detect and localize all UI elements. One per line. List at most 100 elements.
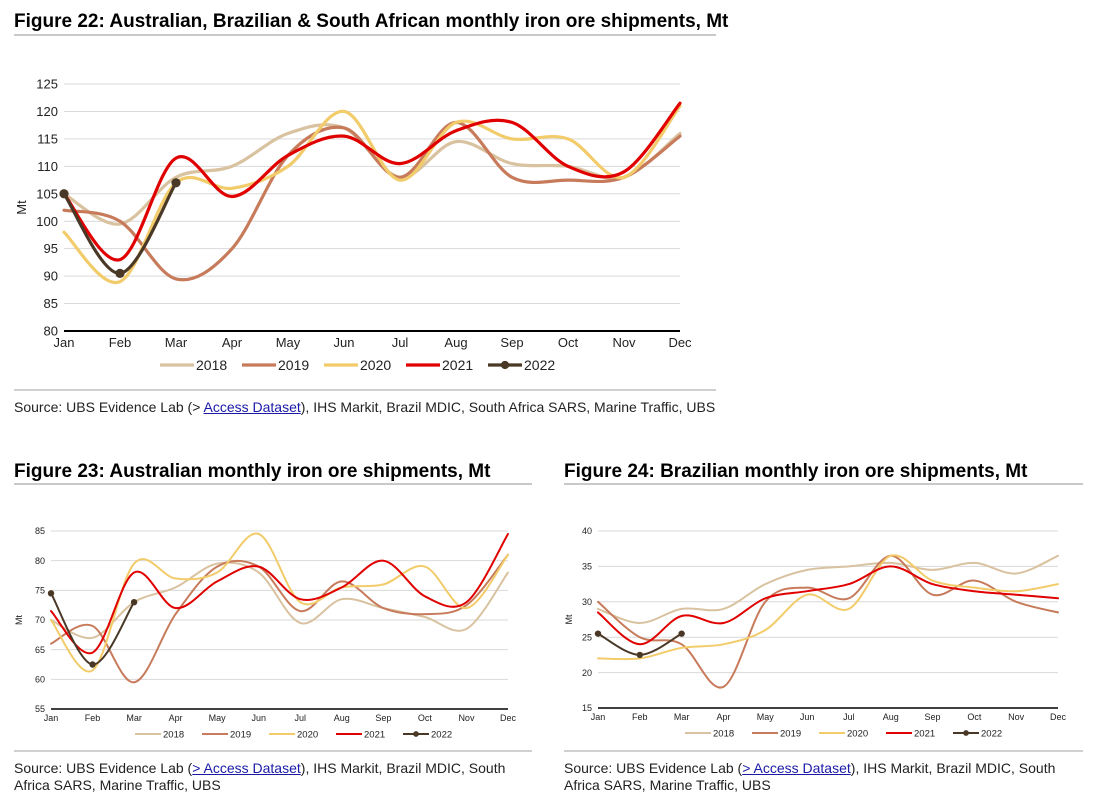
fig23-series-line-2019 — [50, 553, 509, 684]
fig22-ytick-label-90: 90 — [44, 269, 58, 284]
fig22-xtick-label-feb: Feb — [109, 335, 131, 350]
fig22-ytick-label-115: 115 — [37, 131, 58, 146]
fig23-xtick-label-may: May — [209, 713, 227, 723]
fig24-xtick-label-jan: Jan — [591, 712, 606, 722]
fig23-xtick-label-sep: Sep — [375, 713, 391, 723]
figure-24-source-rule — [564, 750, 1083, 752]
fig24-ytick-label-25: 25 — [582, 632, 592, 642]
fig23-ytick-label-55: 55 — [35, 704, 45, 714]
fig22-xtick-label-dec: Dec — [668, 335, 692, 350]
fig23-xtick-label-apr: Apr — [169, 713, 183, 723]
fig24-ytick-label-20: 20 — [582, 668, 592, 678]
fig23-legend-label-2021: 2021 — [364, 729, 385, 740]
fig24-xtick-label-apr: Apr — [716, 712, 730, 722]
fig23-ytick-label-65: 65 — [35, 645, 45, 655]
fig24-series-line-2020 — [597, 554, 1059, 661]
fig22-ytick-label-100: 100 — [36, 214, 58, 229]
fig22-series-line-2020 — [62, 104, 682, 285]
fig24-xtick-label-oct: Oct — [967, 712, 982, 722]
figure-24-source: Source: UBS Evidence Lab (> Access Datas… — [564, 760, 1090, 794]
fig23-ytick-label-60: 60 — [35, 674, 45, 684]
fig23-point-2022-jan — [47, 590, 55, 597]
fig22-point-2022-feb — [115, 268, 125, 278]
fig24-xtick-label-may: May — [757, 712, 775, 722]
figure-22-access-dataset-link[interactable]: Access Dataset — [203, 399, 301, 415]
figure-22-title-rule — [14, 34, 716, 36]
figure-23-source-rule — [14, 750, 532, 752]
fig22-xtick-label-apr: Apr — [222, 335, 243, 350]
fig24-legend-label-2022: 2022 — [981, 728, 1002, 739]
fig22-point-2022-mar — [171, 178, 181, 188]
fig22-xtick-label-jun: Jun — [334, 335, 355, 350]
fig23-legend-label-2018: 2018 — [163, 729, 184, 740]
figure-23-source: Source: UBS Evidence Lab (> Access Datas… — [14, 760, 540, 794]
figure-24-title: Figure 24: Brazilian monthly iron ore sh… — [564, 461, 1028, 482]
fig22-ytick-label-125: 125 — [36, 77, 58, 92]
fig22-y-axis-label: Mt — [14, 200, 29, 215]
fig22-ytick-label-95: 95 — [44, 241, 58, 256]
figure-23-title: Figure 23: Australian monthly iron ore s… — [14, 461, 491, 482]
fig22-series-line-2021 — [62, 101, 682, 262]
fig24-series-line-2019 — [597, 554, 1059, 689]
fig24-xtick-label-aug: Aug — [883, 712, 899, 722]
fig22-xtick-label-jan: Jan — [54, 335, 75, 350]
figure-24-title-rule — [564, 483, 1083, 485]
fig23-xtick-label-feb: Feb — [85, 713, 101, 723]
fig22-ytick-label-85: 85 — [44, 296, 58, 311]
figure-24-source-prefix: Source: UBS Evidence Lab ( — [564, 760, 743, 776]
fig22-ytick-label-120: 120 — [36, 104, 58, 119]
fig24-series-line-2021 — [597, 565, 1059, 646]
figure-23-chart: 55 60 65 70 75 80 85 Jan Feb Mar Apr May Jun Jul Aug Se… — [14, 526, 516, 740]
fig23-xtick-label-jul: Jul — [295, 713, 307, 723]
fig24-xtick-label-mar: Mar — [674, 712, 690, 722]
fig24-y-axis-label: Mt — [564, 614, 574, 624]
fig22-xtick-label-sep: Sep — [500, 335, 523, 350]
fig22-ytick-label-80: 80 — [44, 324, 58, 339]
fig22-legend-label-2021: 2021 — [442, 357, 473, 373]
fig23-legend-marker-2022 — [413, 731, 419, 737]
fig22-point-2022-jan — [59, 189, 69, 199]
fig22-legend-marker-2022 — [500, 360, 510, 370]
fig23-legend-label-2019: 2019 — [230, 729, 251, 740]
fig22-legend-label-2020: 2020 — [360, 357, 391, 373]
fig23-point-2022-feb — [89, 661, 96, 668]
fig24-legend-marker-2022 — [963, 730, 969, 736]
fig23-xtick-label-oct: Oct — [418, 713, 433, 723]
fig22-xtick-label-aug: Aug — [444, 335, 467, 350]
fig24-ytick-label-15: 15 — [582, 703, 592, 713]
figure-24-chart: 15 20 25 30 35 40 Jan Feb Mar Apr May Jun Jul Aug Sep O… — [564, 526, 1066, 739]
fig23-point-2022-mar — [130, 599, 138, 606]
fig24-ytick-label-30: 30 — [582, 597, 592, 607]
fig22-xtick-label-may: May — [276, 335, 301, 350]
figure-22-source-rule — [14, 389, 716, 391]
fig24-legend-label-2020: 2020 — [847, 728, 868, 739]
figure-22-title: Figure 22: Australian, Brazilian & South… — [14, 11, 729, 32]
fig22-xtick-label-jul: Jul — [392, 335, 409, 350]
figure-23-source-suffix: ), IHS Markit, Brazil MDIC, South Africa… — [14, 760, 506, 793]
figure-23-access-dataset-link[interactable]: > Access Dataset — [192, 760, 301, 776]
fig23-ytick-label-70: 70 — [35, 615, 45, 625]
fig23-legend-label-2020: 2020 — [297, 729, 318, 740]
fig23-xtick-label-nov: Nov — [458, 713, 475, 723]
fig22-ytick-label-110: 110 — [37, 159, 58, 174]
figure-23-title-rule — [14, 483, 532, 485]
fig23-xtick-label-jan: Jan — [44, 713, 59, 723]
fig22-xtick-label-oct: Oct — [558, 335, 579, 350]
fig22-ytick-label-105: 105 — [36, 186, 58, 201]
fig23-ytick-label-80: 80 — [35, 556, 45, 566]
fig24-legend-label-2021: 2021 — [914, 728, 935, 739]
fig22-legend-label-2022: 2022 — [524, 357, 555, 373]
fig24-xtick-label-jul: Jul — [843, 712, 855, 722]
fig23-y-axis-label: Mt — [14, 615, 24, 625]
fig23-xtick-label-aug: Aug — [334, 713, 350, 723]
figure-22-source: Source: UBS Evidence Lab (> Access Datas… — [14, 399, 734, 416]
fig23-legend-label-2022: 2022 — [431, 729, 452, 740]
fig22-xtick-label-nov: Nov — [612, 335, 636, 350]
figure-24-access-dataset-link[interactable]: > Access Dataset — [742, 760, 851, 776]
fig22-legend-label-2019: 2019 — [278, 357, 309, 373]
figure-22-source-suffix: ), IHS Markit, Brazil MDIC, South Africa… — [300, 399, 716, 415]
fig24-series-line-2018 — [597, 554, 1059, 624]
fig23-xtick-label-mar: Mar — [126, 713, 142, 723]
fig24-xtick-label-sep: Sep — [925, 712, 941, 722]
fig24-xtick-label-nov: Nov — [1008, 712, 1025, 722]
